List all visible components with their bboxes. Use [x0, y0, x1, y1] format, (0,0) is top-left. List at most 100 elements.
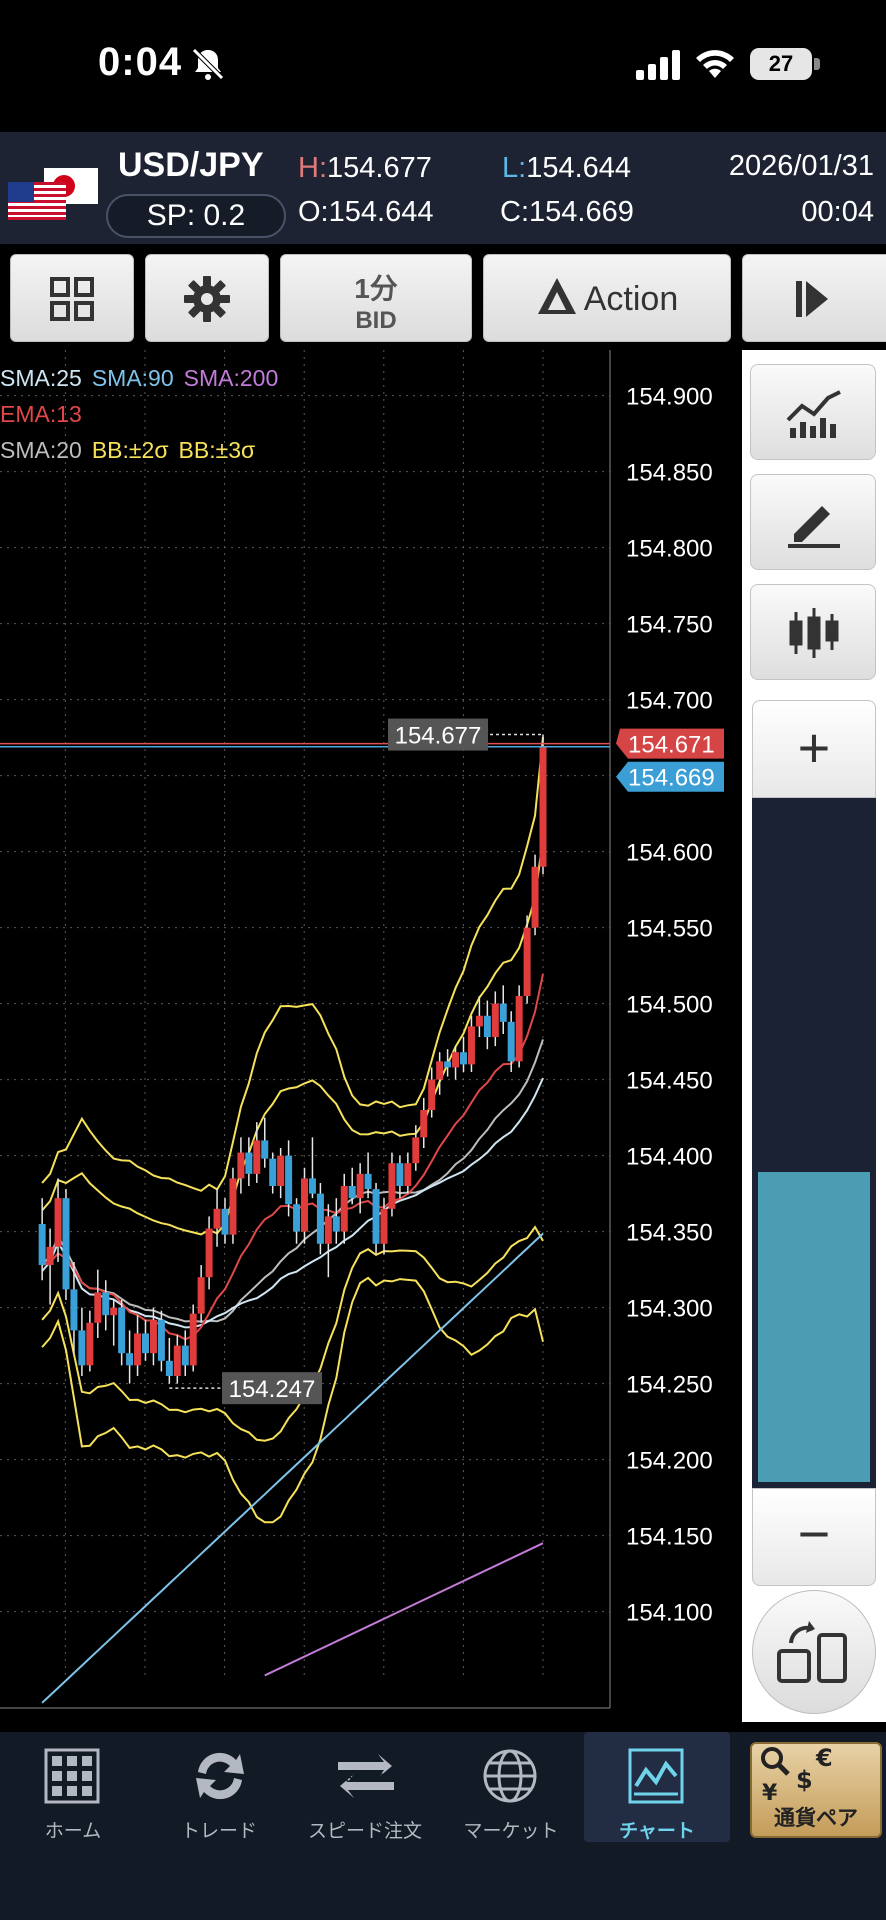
candle-body	[46, 1246, 54, 1266]
price-tick-label: 154.800	[626, 536, 713, 563]
rotate-device-icon	[777, 1621, 847, 1683]
sma90-line	[41, 1232, 544, 1704]
sma200-line	[264, 1542, 544, 1677]
candle-body	[118, 1307, 126, 1354]
candle-body	[86, 1322, 94, 1366]
currency-pair-button[interactable]: € $ ¥ 通貨ペア	[750, 1742, 882, 1838]
candle-body	[70, 1289, 78, 1331]
candle-body	[507, 1021, 515, 1062]
gear-icon	[184, 276, 230, 322]
candle-body	[332, 1216, 340, 1232]
nav-item-trade[interactable]: トレード	[146, 1732, 292, 1842]
candle-body	[380, 1208, 388, 1244]
price-tick-label: 154.450	[626, 1068, 713, 1095]
sma25-line	[41, 1077, 544, 1329]
nav-item-speed-order[interactable]: SPEED スピード注文	[292, 1732, 438, 1842]
settings-button[interactable]	[145, 254, 269, 342]
candle-body	[110, 1307, 118, 1316]
candle-body	[396, 1163, 404, 1186]
indicator-button[interactable]	[750, 364, 876, 460]
indicator-label: EMA:13	[0, 401, 82, 427]
candle-body	[189, 1313, 197, 1366]
bollinger-2sigma-bands	[41, 837, 544, 1442]
candle-body	[436, 1061, 444, 1080]
quote-time: 00:04	[801, 196, 874, 228]
bollinger-3sigma-bands	[41, 736, 544, 1524]
candle-body	[523, 927, 531, 996]
nav-label-speed-order: スピード注文	[307, 1821, 422, 1842]
indicator-label: SMA:200	[183, 365, 279, 391]
candle-body	[316, 1193, 324, 1244]
wifi-icon	[696, 50, 734, 78]
candle-body	[221, 1208, 229, 1235]
chart-nav-icon	[628, 1748, 684, 1804]
price-tick-label: 154.500	[626, 992, 713, 1019]
quote-header: USD/JPY SP: 0.2 H:154.677 O:154.644 L:15…	[0, 132, 886, 244]
candle-body	[205, 1228, 213, 1278]
high-quote: H:154.677	[298, 152, 432, 184]
status-bar: 0:04 27	[0, 0, 886, 132]
currency-pair-title[interactable]: USD/JPY	[118, 146, 264, 184]
play-replay-button[interactable]	[742, 254, 886, 342]
rotate-screen-button[interactable]	[752, 1590, 876, 1714]
nav-item-market[interactable]: マーケット	[438, 1732, 584, 1842]
nav-item-chart[interactable]: チャート	[584, 1732, 730, 1842]
high-marker-label: 154.677	[395, 723, 482, 750]
low-marker-box	[222, 1372, 322, 1405]
nav-item-home[interactable]: ホーム	[0, 1732, 146, 1842]
ask-price-tag	[616, 728, 724, 759]
candle-body	[102, 1292, 110, 1316]
trade-arrows-icon	[196, 1752, 244, 1800]
candle-body	[78, 1330, 86, 1366]
action-button[interactable]: Action	[483, 254, 731, 342]
price-tick-label: 154.250	[626, 1372, 713, 1399]
candle-body	[475, 1015, 483, 1027]
candle-body	[428, 1079, 436, 1110]
candle-body	[404, 1163, 412, 1186]
candle-body	[491, 1003, 499, 1038]
low-marker-label: 154.247	[229, 1376, 316, 1403]
bb-upper-2sigma-line	[41, 837, 544, 1236]
moving-average-lines	[41, 973, 544, 1704]
candle-body	[539, 746, 547, 867]
candle-body	[515, 996, 523, 1062]
price-tick-label: 154.150	[626, 1524, 713, 1551]
candle-body	[62, 1198, 70, 1290]
zoom-out-button[interactable]: −	[752, 1488, 876, 1586]
chart-grid	[0, 350, 611, 1709]
price-tick-label: 154.700	[626, 688, 713, 715]
price-chart[interactable]: 154.677 154.247 154.900 154.850 154.800 154.…	[0, 350, 740, 1722]
svg-text:$: $	[796, 1766, 813, 1794]
candle-body	[324, 1216, 332, 1244]
price-type-label: BID	[355, 307, 397, 334]
candle-body	[412, 1137, 420, 1164]
battery-tip	[814, 58, 820, 70]
svg-text:¥: ¥	[762, 1781, 778, 1804]
bb-lower-3sigma-line	[41, 1276, 544, 1524]
chart-toolbar: 1分 BID Action	[0, 244, 886, 350]
drawing-tool-button[interactable]	[750, 474, 876, 570]
zoom-in-button[interactable]: +	[752, 700, 876, 798]
candle-body	[229, 1178, 237, 1235]
layout-grid-button[interactable]	[10, 254, 134, 342]
price-tick-label: 154.350	[626, 1220, 713, 1247]
chart-type-button[interactable]	[750, 584, 876, 680]
candle-body	[499, 1003, 507, 1022]
sma20-line	[41, 1039, 544, 1323]
ask-price-label: 154.671	[628, 732, 715, 759]
speed-order-icon: SPEED	[338, 1754, 394, 1798]
spread-badge: SP: 0.2	[106, 194, 286, 238]
timeframe-button[interactable]: 1分 BID	[280, 254, 472, 342]
candle-body	[213, 1208, 221, 1229]
candle-body	[54, 1198, 62, 1247]
candle-body	[531, 866, 539, 928]
candle-body	[444, 1061, 452, 1068]
candle-body	[285, 1155, 293, 1205]
price-tick-label: 154.550	[626, 916, 713, 943]
cellular-signal-icon	[636, 50, 680, 80]
home-grid-icon	[44, 1748, 100, 1804]
indicator-label: BB:±2σ	[91, 437, 169, 463]
zoom-slider[interactable]	[752, 798, 876, 1488]
candle-body	[126, 1353, 134, 1366]
